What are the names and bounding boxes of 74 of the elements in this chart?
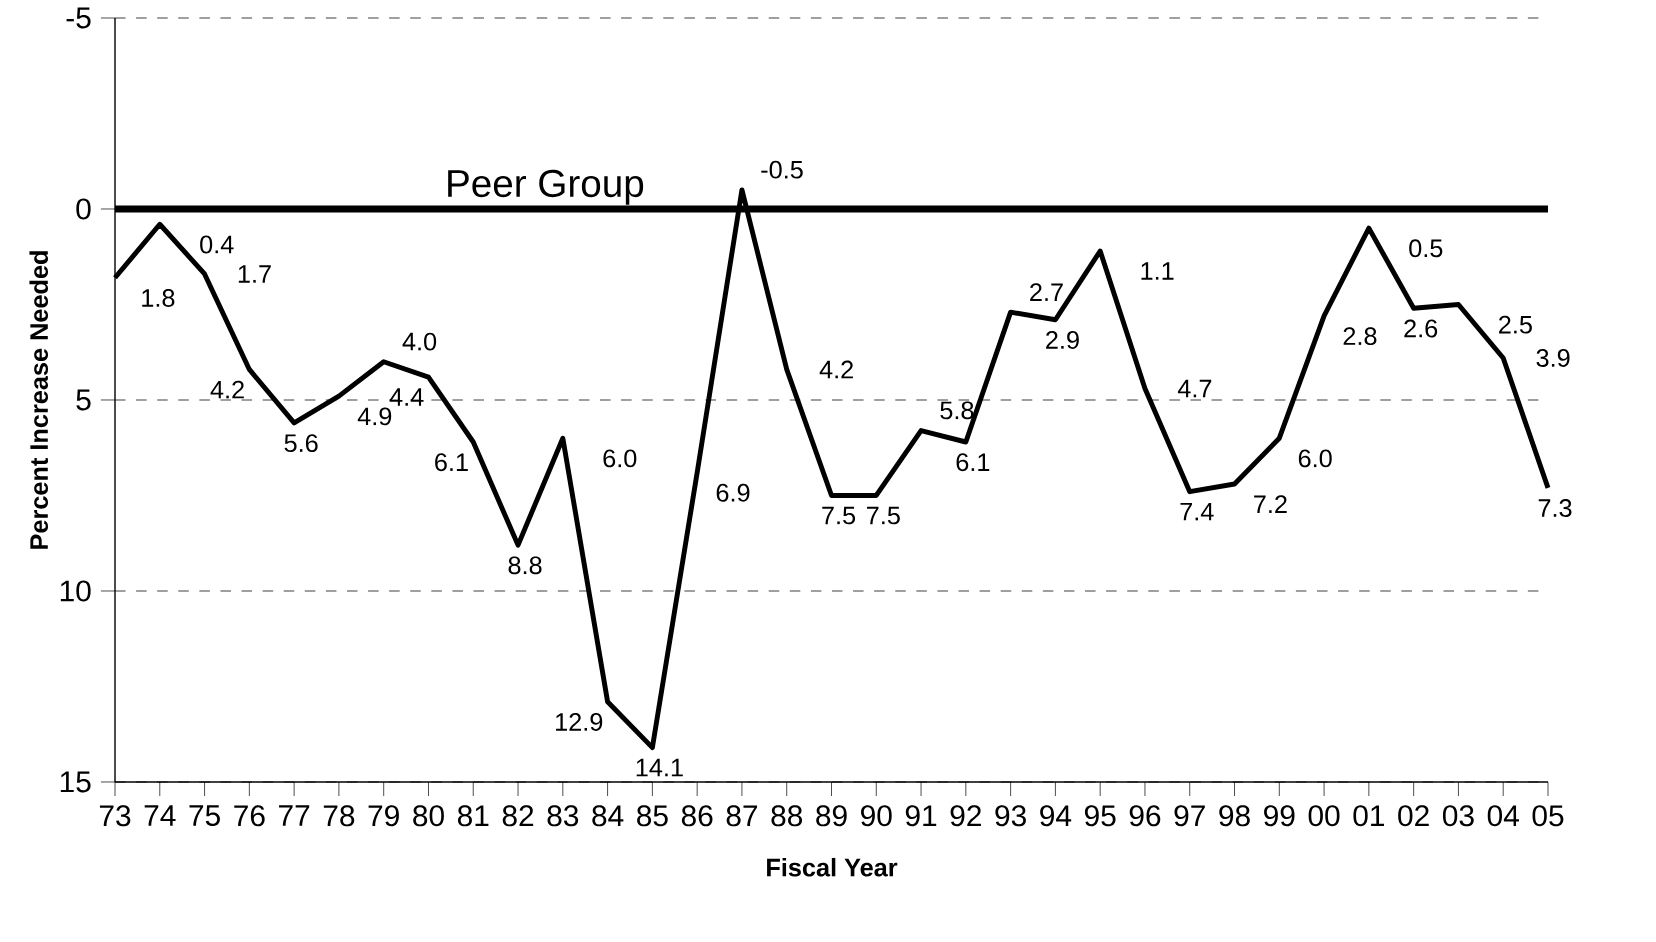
x-tick-label: 80	[413, 805, 444, 827]
data-label: -0.5	[761, 160, 803, 179]
x-tick-label: 86	[681, 805, 713, 827]
data-label: 0.5	[1409, 239, 1443, 258]
data-label: 12.9	[556, 713, 603, 731]
y-axis-title: Percent Increase Needed	[29, 251, 49, 549]
x-tick-label: 74	[144, 805, 176, 826]
data-label: 14.1	[636, 758, 683, 777]
x-tick-label: 78	[323, 805, 355, 827]
data-label: 4.2	[819, 360, 853, 379]
x-tick-label: 96	[1129, 805, 1161, 827]
data-label: 5.6	[284, 434, 318, 453]
data-label: 2.5	[1499, 315, 1532, 334]
x-tick-label: 87	[726, 805, 758, 827]
x-tick-label: 03	[1442, 805, 1474, 827]
data-label: 6.9	[716, 483, 750, 502]
x-tick-label: 99	[1264, 805, 1295, 827]
data-label: 5.8	[940, 401, 974, 420]
x-tick-label: 00	[1308, 805, 1340, 827]
data-label: 1.8	[142, 289, 175, 307]
x-tick-label: 92	[950, 805, 981, 827]
x-tick-label: 76	[234, 805, 265, 827]
data-label: 7.4	[1180, 502, 1214, 521]
data-label: 7.3	[1538, 499, 1572, 517]
data-label: 4.0	[402, 332, 437, 351]
y-tick-label: -5	[66, 7, 91, 29]
x-tick-label: 01	[1353, 805, 1385, 827]
data-label: 6.0	[603, 449, 637, 468]
data-label: 4.2	[210, 380, 244, 399]
data-label: 4.4	[389, 388, 424, 406]
data-label: 2.8	[1343, 327, 1377, 346]
data-label: 7.5	[822, 506, 856, 525]
x-tick-label: 98	[1219, 805, 1250, 827]
data-label: 1.7	[238, 265, 271, 283]
x-tick-label: 90	[861, 805, 892, 827]
y-tick-label: 10	[60, 580, 91, 602]
data-label: 1.1	[1141, 262, 1174, 280]
data-label: 2.9	[1046, 331, 1079, 349]
x-tick-label: 97	[1174, 805, 1205, 827]
data-label: 7.2	[1254, 495, 1287, 513]
data-label: 6.1	[435, 453, 468, 472]
x-tick-label: 91	[905, 805, 937, 827]
data-label: 0.4	[200, 235, 234, 254]
x-axis-title: Fiscal Year	[767, 857, 898, 877]
x-tick-label: 81	[457, 805, 489, 827]
y-tick-label: 0	[76, 198, 91, 220]
data-label: 2.6	[1404, 319, 1438, 338]
x-tick-label: 88	[771, 805, 803, 827]
x-tick-label: 95	[1084, 805, 1116, 827]
x-tick-label: 93	[995, 805, 1026, 827]
x-tick-label: 82	[502, 805, 534, 827]
x-tick-label: 94	[1040, 805, 1072, 827]
y-tick-label: 15	[60, 771, 91, 793]
x-tick-label: 05	[1532, 805, 1564, 827]
data-label: 4.7	[1177, 379, 1212, 398]
data-label: 8.8	[508, 556, 542, 575]
x-tick-label: 75	[189, 805, 220, 827]
data-label: 6.0	[1298, 449, 1332, 468]
x-tick-label: 83	[547, 805, 579, 827]
x-tick-label: 85	[637, 805, 668, 827]
data-label: 4.9	[357, 407, 392, 426]
x-tick-label: 77	[279, 805, 310, 826]
data-label: 2.7	[1030, 283, 1063, 301]
x-tick-label: 89	[816, 805, 847, 827]
ref-line-label: Peer Group	[448, 169, 644, 205]
x-tick-label: 79	[368, 805, 399, 827]
y-tick-label: 5	[76, 389, 91, 411]
x-tick-label: 02	[1398, 805, 1429, 827]
x-tick-label: 84	[592, 805, 624, 827]
data-label: 7.5	[867, 506, 900, 525]
x-tick-label: 73	[99, 805, 131, 827]
data-label: 6.1	[956, 453, 990, 472]
x-tick-label: 04	[1487, 805, 1519, 827]
data-label: 3.9	[1536, 349, 1570, 367]
